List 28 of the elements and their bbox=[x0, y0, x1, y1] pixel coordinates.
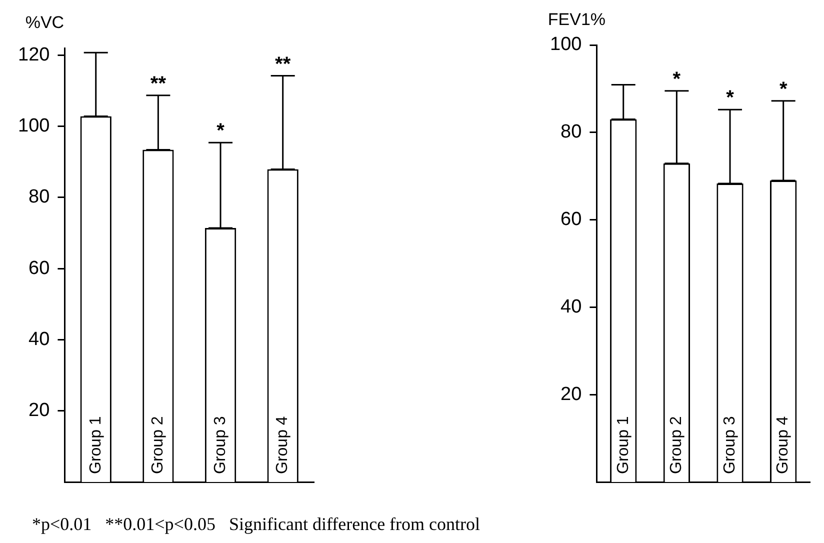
annotation: * bbox=[726, 87, 734, 110]
x-tick-label: Group 3 bbox=[721, 416, 738, 474]
y-tick-label: 80 bbox=[560, 122, 582, 143]
x-tick-label: Group 3 bbox=[212, 416, 229, 474]
y-tick-label: 120 bbox=[18, 44, 50, 66]
y-tick-label: 60 bbox=[28, 258, 50, 279]
y-axis-title: %VC bbox=[25, 13, 64, 32]
y-tick-label: 40 bbox=[28, 328, 50, 350]
x-tick-label: Group 1 bbox=[614, 416, 632, 474]
annotation: * bbox=[216, 120, 225, 142]
y-tick-label: 100 bbox=[18, 115, 50, 136]
y-axis-title: FEV1% bbox=[548, 10, 606, 30]
y-tick-label: 80 bbox=[28, 186, 50, 208]
x-tick-label: Group 2 bbox=[668, 416, 686, 474]
x-tick-label: Group 1 bbox=[87, 416, 104, 474]
y-tick-label: 40 bbox=[560, 296, 582, 318]
annotation: ** bbox=[275, 53, 291, 76]
y-tick-label: 100 bbox=[550, 34, 582, 56]
x-tick-label: Group 2 bbox=[150, 416, 167, 474]
annotation: ** bbox=[150, 72, 166, 95]
annotation: * bbox=[779, 78, 788, 100]
text: *p<0.01 **0.01<p<0.05 Significant difference from control bbox=[32, 514, 480, 535]
annotation: * bbox=[672, 68, 681, 90]
y-tick-label: 20 bbox=[560, 384, 582, 405]
x-tick-label: Group 4 bbox=[774, 416, 792, 474]
y-tick-label: 20 bbox=[28, 400, 50, 422]
y-tick-label: 60 bbox=[560, 209, 582, 230]
x-tick-label: Group 4 bbox=[274, 416, 292, 474]
